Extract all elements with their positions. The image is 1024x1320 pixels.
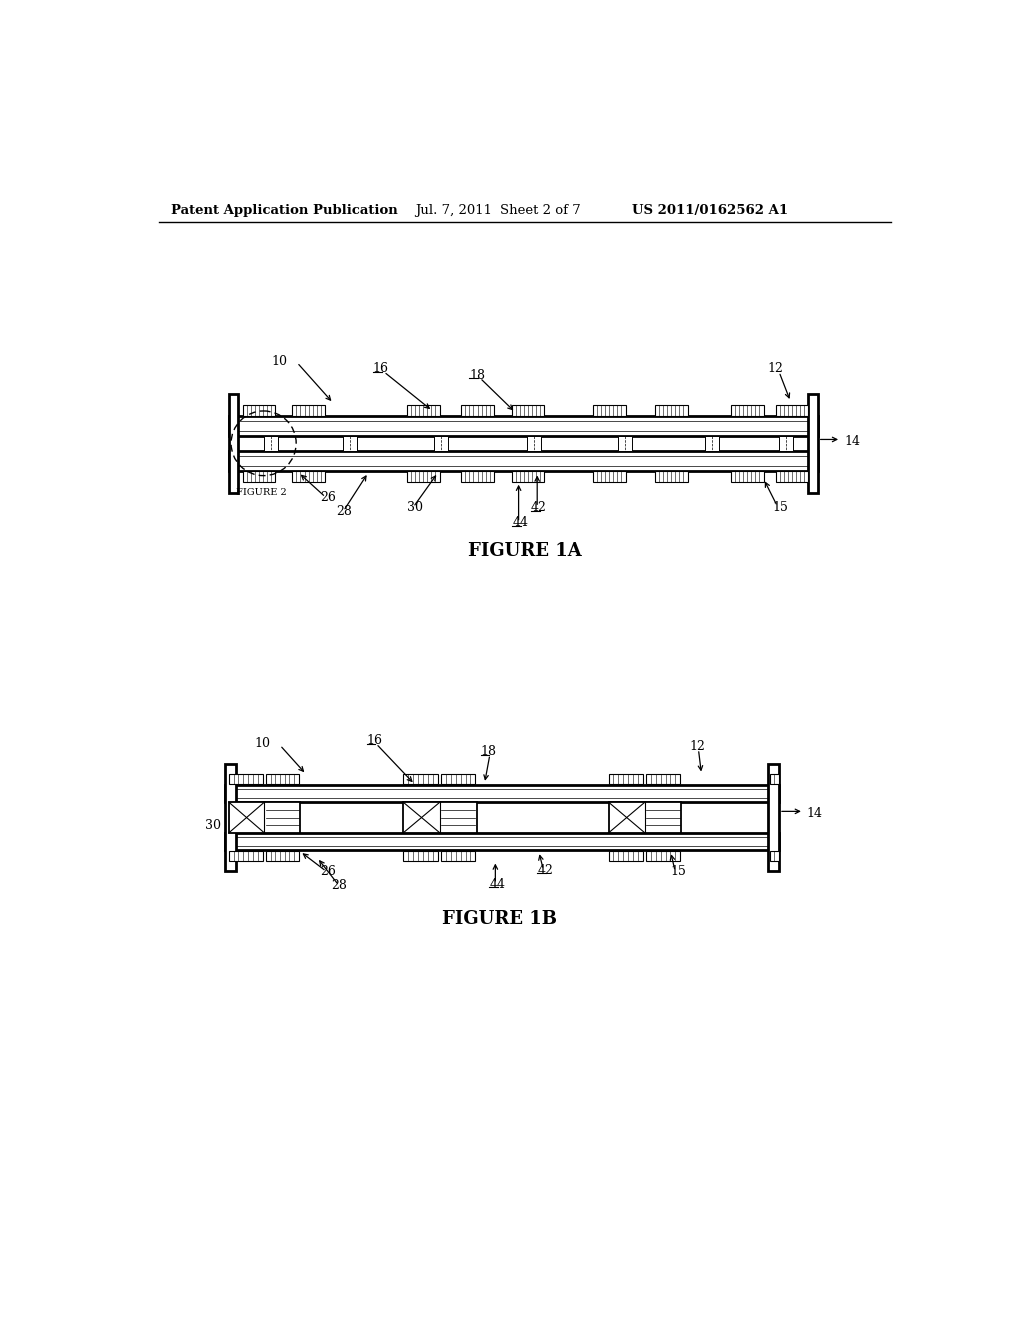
- Bar: [809, 395, 818, 492]
- Bar: [461, 471, 494, 482]
- Bar: [228, 451, 818, 471]
- Text: 16: 16: [373, 363, 389, 375]
- Bar: [731, 471, 764, 482]
- Text: 44: 44: [512, 516, 528, 529]
- Bar: [512, 471, 544, 482]
- Text: 42: 42: [531, 502, 547, 513]
- Bar: [263, 436, 278, 451]
- Text: Sheet 2 of 7: Sheet 2 of 7: [500, 205, 581, 218]
- Bar: [407, 471, 439, 482]
- Bar: [225, 764, 236, 871]
- Text: 18: 18: [480, 744, 497, 758]
- Bar: [266, 850, 299, 861]
- Text: 15: 15: [671, 866, 686, 878]
- Text: 44: 44: [489, 878, 505, 891]
- Text: 26: 26: [321, 866, 336, 878]
- Text: 18: 18: [469, 368, 485, 381]
- Bar: [617, 436, 632, 451]
- Text: 12: 12: [767, 363, 783, 375]
- Bar: [403, 850, 438, 861]
- Text: Patent Application Publication: Patent Application Publication: [171, 205, 397, 218]
- Bar: [608, 775, 643, 784]
- Text: 14: 14: [844, 434, 860, 447]
- Bar: [593, 471, 626, 482]
- Bar: [527, 436, 541, 451]
- Text: Jul. 7, 2011: Jul. 7, 2011: [415, 205, 492, 218]
- Text: FIGURE 2: FIGURE 2: [237, 488, 288, 496]
- Bar: [403, 775, 438, 784]
- Bar: [731, 405, 764, 416]
- Text: 42: 42: [538, 863, 553, 876]
- Bar: [646, 850, 680, 861]
- Bar: [441, 850, 475, 861]
- Bar: [608, 850, 643, 861]
- Bar: [608, 803, 681, 833]
- Text: 30: 30: [407, 502, 423, 513]
- Text: FIGURE 1B: FIGURE 1B: [442, 909, 557, 928]
- Bar: [441, 775, 475, 784]
- Bar: [512, 405, 544, 416]
- Bar: [292, 405, 325, 416]
- Bar: [243, 405, 275, 416]
- Text: FIGURE 1A: FIGURE 1A: [468, 543, 582, 560]
- Bar: [768, 764, 779, 871]
- Text: 14: 14: [807, 807, 823, 820]
- Bar: [461, 405, 494, 416]
- Text: 12: 12: [689, 739, 705, 752]
- Text: 15: 15: [773, 502, 788, 513]
- Text: 16: 16: [367, 734, 383, 747]
- Bar: [266, 775, 299, 784]
- Text: 30: 30: [206, 818, 221, 832]
- Bar: [228, 395, 238, 492]
- Bar: [228, 803, 300, 833]
- Bar: [343, 436, 357, 451]
- Bar: [776, 471, 809, 482]
- Bar: [770, 850, 779, 861]
- Bar: [228, 416, 818, 436]
- Text: 10: 10: [271, 355, 288, 368]
- Bar: [243, 471, 275, 482]
- Bar: [225, 785, 779, 803]
- Bar: [434, 436, 449, 451]
- Bar: [655, 471, 687, 482]
- Bar: [407, 405, 439, 416]
- Text: 26: 26: [321, 491, 336, 504]
- Text: US 2011/0162562 A1: US 2011/0162562 A1: [632, 205, 787, 218]
- Bar: [228, 850, 263, 861]
- Bar: [779, 436, 793, 451]
- Text: 10: 10: [254, 738, 270, 751]
- Bar: [292, 471, 325, 482]
- Bar: [776, 405, 809, 416]
- Bar: [706, 436, 719, 451]
- Bar: [770, 775, 779, 784]
- Bar: [403, 803, 477, 833]
- Text: 28: 28: [331, 879, 347, 892]
- Bar: [593, 405, 626, 416]
- Bar: [655, 405, 687, 416]
- Bar: [646, 775, 680, 784]
- Bar: [228, 775, 263, 784]
- Bar: [225, 833, 779, 850]
- Text: 28: 28: [336, 506, 351, 517]
